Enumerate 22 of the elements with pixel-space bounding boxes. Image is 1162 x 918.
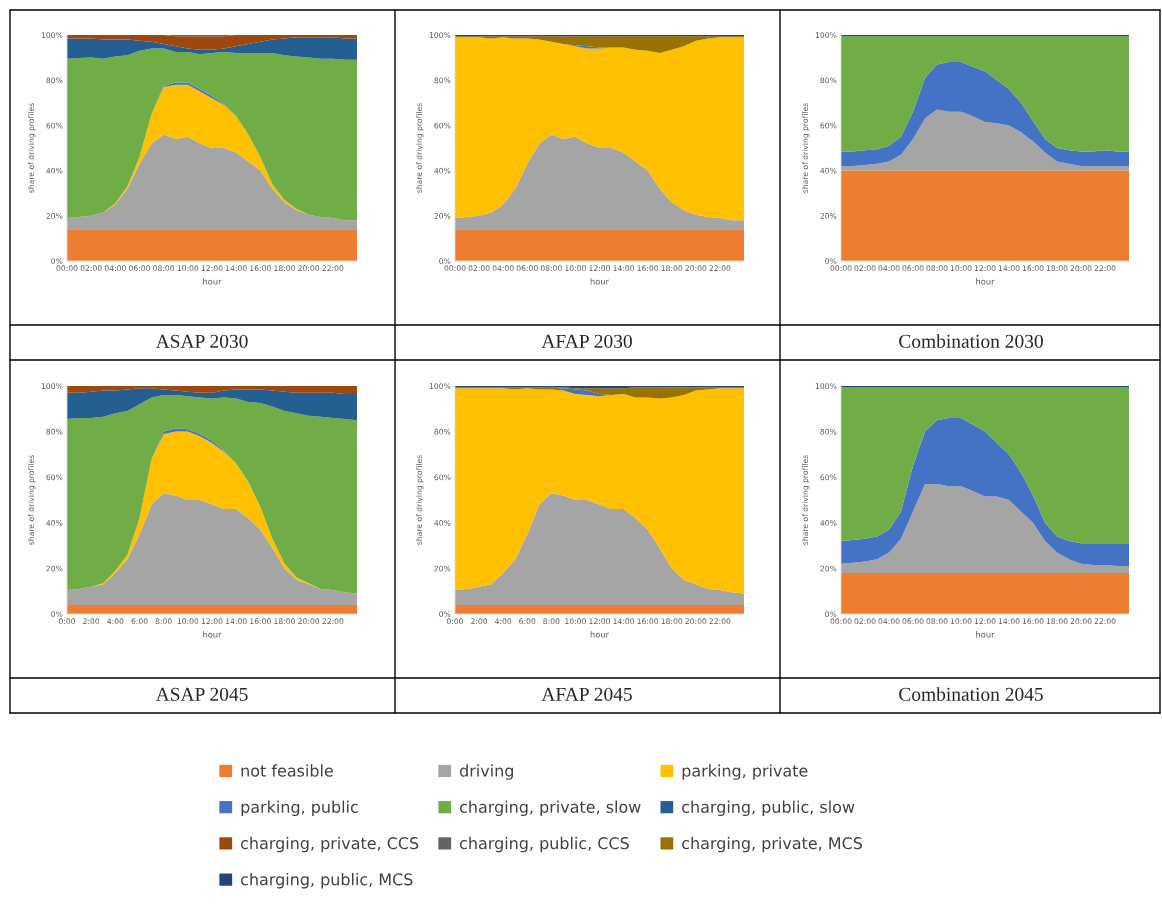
text: ASAP 2045 bbox=[155, 687, 248, 701]
x-axis-title: hour bbox=[976, 631, 995, 638]
legend-label: charging, private, MCS bbox=[682, 836, 863, 853]
x-axis-title: hour bbox=[203, 631, 222, 638]
legend-label: charging, public, MCS bbox=[241, 873, 413, 889]
legend-label: driving bbox=[459, 764, 513, 780]
legend-label: charging, public, CCS bbox=[459, 836, 629, 853]
x-axis-title: hour bbox=[203, 278, 222, 285]
x-axis-title: hour bbox=[590, 631, 610, 638]
x-axis-title: hour bbox=[976, 278, 995, 285]
x-axis-title: hour bbox=[590, 278, 610, 285]
text: Combination 2030 bbox=[899, 334, 1043, 348]
text: ASAP 2030 bbox=[155, 334, 248, 348]
text: AFAP 2030 bbox=[541, 334, 632, 348]
text: AFAP 2045 bbox=[541, 687, 632, 701]
legend-label: charging, public, slow bbox=[682, 800, 855, 817]
legend-label: parking, private bbox=[682, 764, 808, 780]
legend-label: not feasible bbox=[241, 764, 333, 777]
legend-label: charging, private, slow bbox=[459, 800, 641, 817]
legend-label: charging, private, CCS bbox=[241, 836, 419, 853]
legend-label: parking, public bbox=[241, 800, 358, 817]
text: Combination 2045 bbox=[899, 687, 1043, 701]
